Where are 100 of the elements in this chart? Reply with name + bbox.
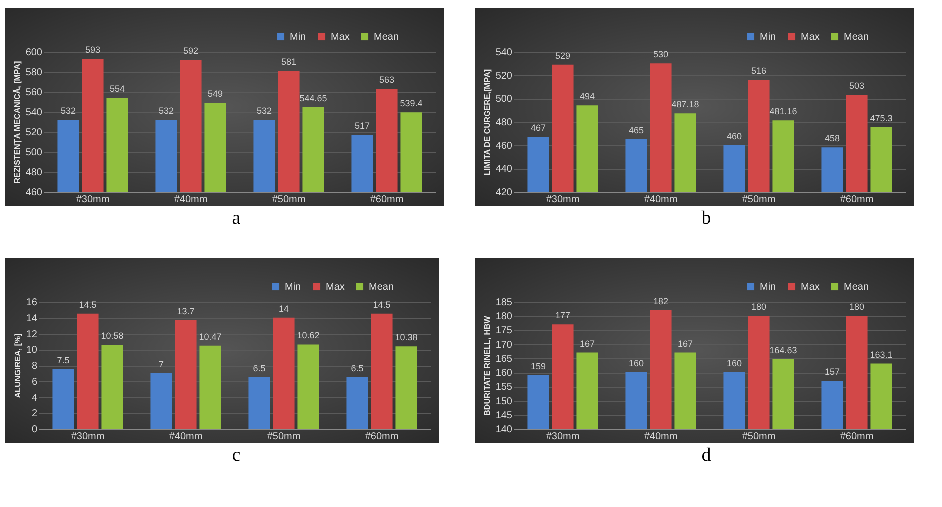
- y-tick-label: 170: [496, 340, 513, 351]
- y-tick-label: 6: [32, 376, 38, 388]
- data-label: 530: [653, 50, 669, 60]
- bar: [200, 346, 222, 429]
- bar: [396, 346, 418, 429]
- data-label: 7.5: [57, 355, 70, 366]
- data-label: 554: [110, 84, 126, 94]
- y-tick-label: 600: [26, 48, 43, 58]
- y-tick-label: 500: [26, 148, 43, 158]
- data-label: 532: [158, 106, 174, 116]
- data-label: 539.4: [400, 98, 423, 109]
- legend-label: Min: [285, 282, 302, 293]
- legend-label: Min: [760, 32, 776, 43]
- y-tick-label: 8: [32, 361, 38, 372]
- data-label: 167: [580, 338, 596, 349]
- data-label: 517: [354, 121, 370, 131]
- data-label: 14: [278, 304, 290, 314]
- y-tick-label: 480: [26, 168, 43, 178]
- text: d: [700, 445, 712, 467]
- legend-label: Max: [326, 282, 345, 293]
- legend-label: Mean: [369, 282, 394, 293]
- y-tick-label: 420: [496, 188, 513, 198]
- y-axis-title: LIMITA DE CURGERE,[MPA]: [482, 69, 492, 176]
- x-tick-label: #60mm: [840, 432, 874, 442]
- y-tick-label: 460: [26, 188, 43, 198]
- data-label: 13.7: [177, 306, 195, 316]
- legend-label: Mean: [844, 32, 870, 43]
- data-label: 10.58: [101, 331, 124, 342]
- y-tick-label: 12: [26, 329, 38, 340]
- x-tick-label: #50mm: [742, 432, 776, 442]
- y-axis-title: BDURITATE RINELL, HBW: [482, 316, 492, 416]
- y-tick-label: 0: [32, 424, 38, 436]
- y-tick-label: 560: [26, 88, 43, 98]
- data-label: 563: [379, 75, 395, 85]
- legend-label: Max: [801, 282, 820, 293]
- y-tick-label: 165: [496, 354, 513, 365]
- legend-label: Min: [760, 282, 776, 293]
- data-label: 516: [751, 66, 767, 76]
- y-tick-label: 185: [496, 298, 513, 308]
- y-tick-label: 580: [26, 68, 43, 78]
- bar: [77, 314, 99, 429]
- y-tick-label: 155: [496, 382, 513, 394]
- data-label: 10.38: [395, 332, 418, 343]
- y-tick-label: 150: [496, 396, 513, 408]
- bar: [150, 373, 172, 429]
- y-tick-label: 14: [26, 313, 38, 324]
- data-label: 532: [60, 106, 76, 116]
- text: c: [231, 445, 242, 467]
- x-tick-label: #50mm: [267, 432, 301, 442]
- x-tick-label: #30mm: [546, 432, 580, 442]
- x-tick-label: #50mm: [272, 194, 306, 206]
- x-tick-label: #40mm: [644, 194, 678, 206]
- data-label: 467: [530, 123, 546, 134]
- data-label: 7: [158, 359, 164, 370]
- y-axis-title: REZISTENȚA MECANICĂ, [MPA]: [12, 61, 22, 184]
- y-tick-label: 16: [26, 298, 38, 308]
- y-tick-label: 520: [496, 70, 513, 82]
- data-label: 180: [751, 302, 767, 312]
- y-tick-label: 175: [496, 326, 513, 337]
- x-tick-label: #30mm: [76, 194, 110, 206]
- data-label: 167: [678, 338, 694, 349]
- y-tick-label: 460: [496, 140, 513, 152]
- x-tick-label: #60mm: [370, 194, 404, 206]
- data-label: 163.1: [870, 350, 893, 360]
- data-label: 177: [555, 310, 571, 321]
- bar: [298, 344, 320, 429]
- data-label: 581: [281, 57, 297, 67]
- data-label: 465: [628, 126, 644, 136]
- y-tick-label: 4: [32, 392, 38, 404]
- x-tick-label: #60mm: [365, 432, 399, 442]
- x-tick-label: #30mm: [546, 194, 580, 206]
- y-tick-label: 540: [496, 48, 513, 58]
- legend-label: Mean: [844, 282, 870, 293]
- data-label: 10.62: [297, 330, 320, 341]
- x-tick-label: #40mm: [169, 432, 203, 442]
- y-tick-label: 160: [496, 368, 513, 380]
- x-tick-label: #60mm: [840, 194, 874, 206]
- x-tick-label: #40mm: [174, 194, 208, 206]
- data-label: 592: [183, 46, 199, 56]
- data-label: 475.3: [870, 113, 893, 124]
- data-label: 182: [653, 296, 669, 306]
- data-label: 544.65: [300, 93, 328, 104]
- data-label: 494: [580, 92, 596, 102]
- y-tick-label: 540: [26, 108, 43, 118]
- legend-label: Min: [290, 32, 306, 43]
- y-tick-label: 140: [496, 424, 513, 436]
- legend-label: Max: [801, 32, 820, 43]
- data-label: 6.5: [253, 363, 266, 374]
- data-label: 10.47: [199, 332, 222, 342]
- data-label: 14.5: [79, 300, 97, 310]
- y-tick-label: 2: [32, 408, 38, 420]
- data-label: 157: [824, 367, 840, 378]
- y-tick-label: 145: [496, 410, 513, 422]
- y-axis-title: ALUNGIREA, [%]: [13, 333, 22, 398]
- bar: [346, 377, 368, 429]
- data-label: 529: [555, 50, 571, 61]
- text: b: [700, 208, 712, 230]
- data-label: 487.18: [672, 100, 700, 110]
- text: a: [231, 208, 242, 230]
- y-tick-label: 10: [26, 345, 38, 356]
